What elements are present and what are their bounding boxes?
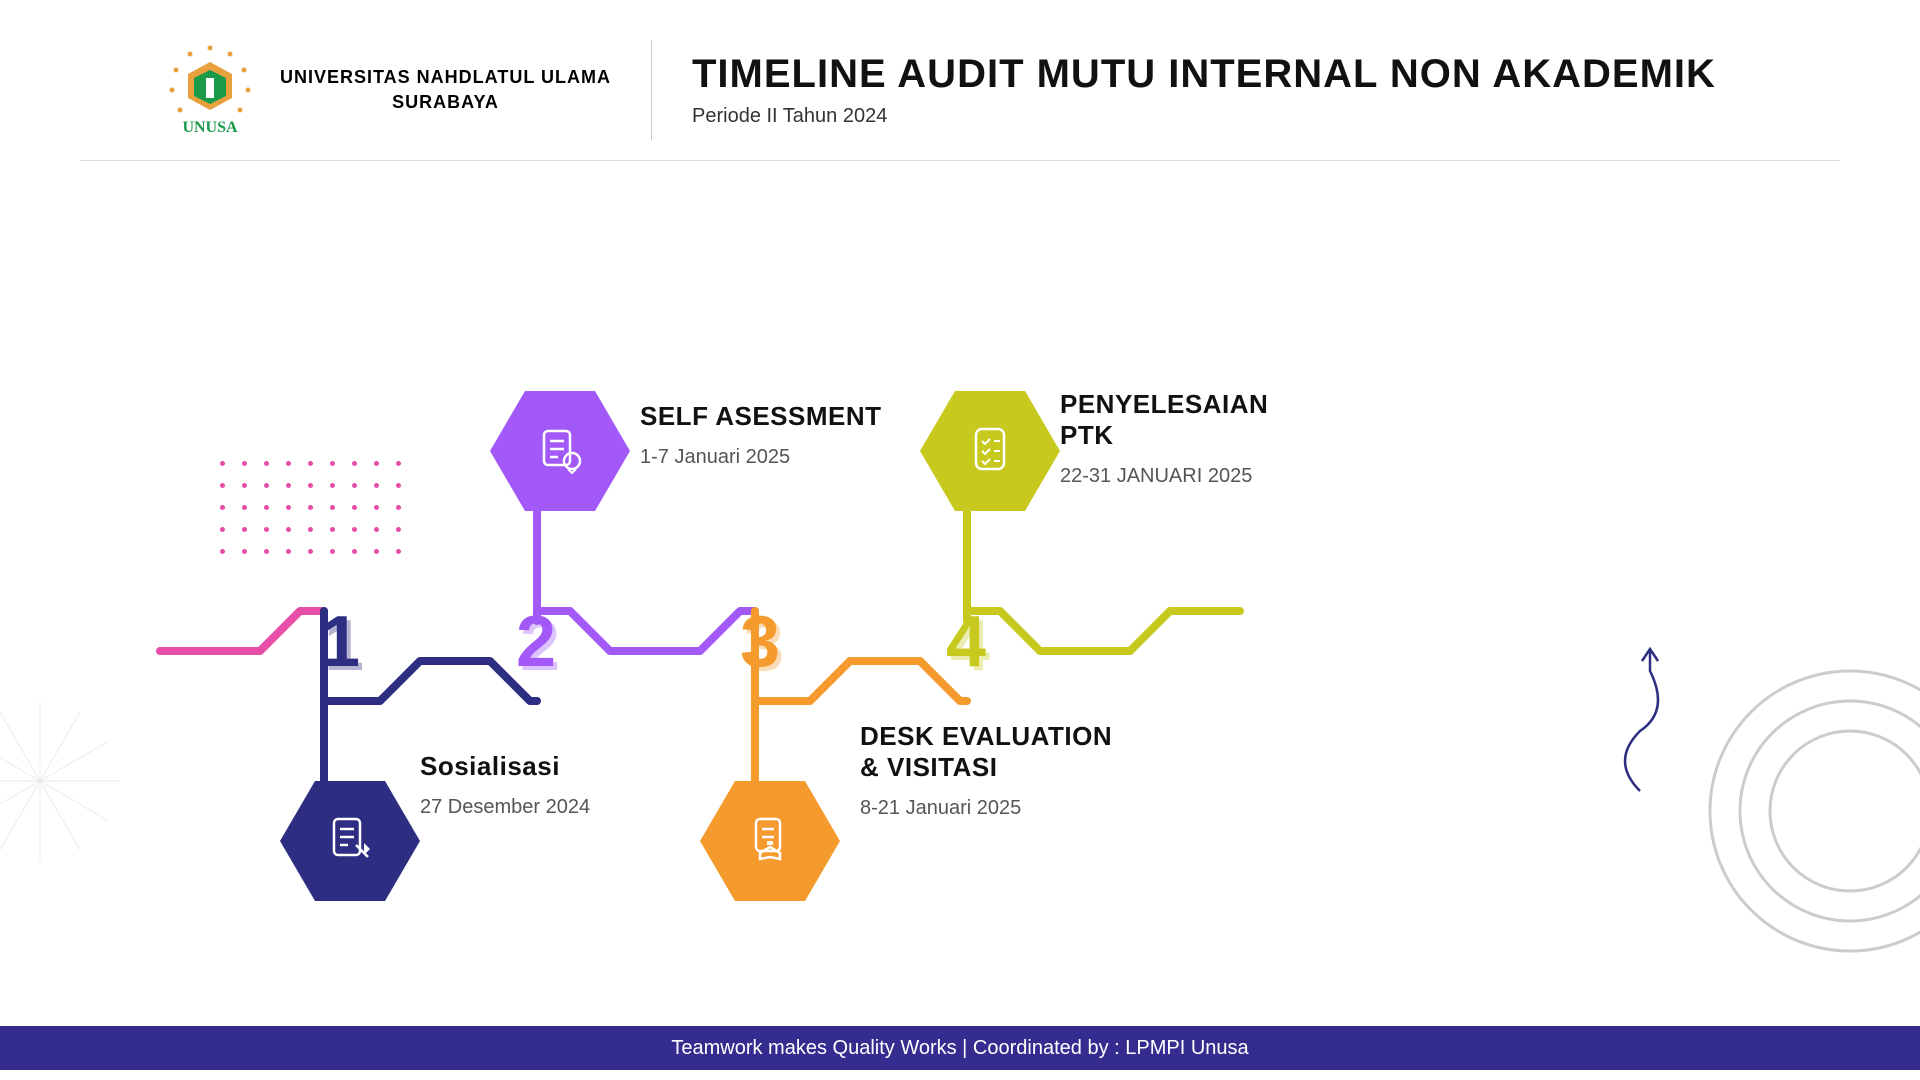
timeline-canvas: 11 Sosialisasi 27 Desember 2024 22 SELF ASES… — [0, 161, 1920, 921]
decorative-dots-icon — [220, 461, 404, 557]
step-title: Sosialisasi — [420, 751, 590, 782]
uni-line2: SURABAYA — [280, 90, 611, 115]
step-date: 1-7 Januari 2025 — [640, 446, 882, 469]
step-title: SELF ASESSMENT — [640, 401, 882, 432]
step-text-3: DESK EVALUATION & VISITASI 8-21 Januari 2… — [860, 721, 1120, 820]
hexagon-shape — [490, 391, 630, 511]
step-hexagon-2 — [490, 391, 630, 511]
step-title: DESK EVALUATION & VISITASI — [860, 721, 1120, 783]
step-title: PENYELESAIAN PTK — [1060, 389, 1320, 451]
uni-line1: UNIVERSITAS NAHDLATUL ULAMA — [280, 65, 611, 90]
footer-text: Teamwork makes Quality Works | Coordinat… — [671, 1037, 1248, 1060]
step-number-1: 11 — [320, 601, 360, 683]
navy-step-icon — [320, 809, 380, 874]
purple-step-icon — [530, 419, 590, 484]
header: UNUSA UNIVERSITAS NAHDLATUL ULAMA SURABA… — [80, 0, 1840, 161]
hexagon-shape — [700, 781, 840, 901]
svg-text:UNUSA: UNUSA — [182, 119, 238, 136]
step-hexagon-1 — [280, 781, 420, 901]
orange-step-icon — [740, 809, 800, 874]
unusa-logo: UNUSA — [160, 40, 260, 140]
hexagon-shape — [280, 781, 420, 901]
footer-bar: Teamwork makes Quality Works | Coordinat… — [0, 1026, 1920, 1070]
step-number-4: 44 — [946, 601, 986, 683]
step-hexagon-3 — [700, 781, 840, 901]
step-date: 27 Desember 2024 — [420, 796, 590, 819]
logo-section: UNUSA UNIVERSITAS NAHDLATUL ULAMA SURABA… — [160, 40, 652, 140]
concentric-circles-icon — [1700, 661, 1920, 961]
page-title: TIMELINE AUDIT MUTU INTERNAL NON AKADEMI… — [692, 52, 1760, 97]
step-text-4: PENYELESAIAN PTK 22-31 JANUARI 2025 — [1060, 389, 1320, 488]
step-number-2: 22 — [516, 601, 556, 683]
olive-step-icon — [960, 419, 1020, 484]
title-section: TIMELINE AUDIT MUTU INTERNAL NON AKADEMI… — [652, 52, 1760, 128]
step-text-2: SELF ASESSMENT 1-7 Januari 2025 — [640, 401, 882, 469]
step-number-3: 33 — [740, 601, 780, 683]
page-subtitle: Periode II Tahun 2024 — [692, 105, 1760, 128]
hexagon-shape — [920, 391, 1060, 511]
starburst-icon — [0, 701, 120, 861]
step-date: 8-21 Januari 2025 — [860, 797, 1120, 820]
step-hexagon-4 — [920, 391, 1060, 511]
university-name: UNIVERSITAS NAHDLATUL ULAMA SURABAYA — [280, 65, 611, 115]
step-text-1: Sosialisasi 27 Desember 2024 — [420, 751, 590, 819]
step-date: 22-31 JANUARI 2025 — [1060, 465, 1320, 488]
arrow-squiggle-icon — [1600, 641, 1700, 801]
